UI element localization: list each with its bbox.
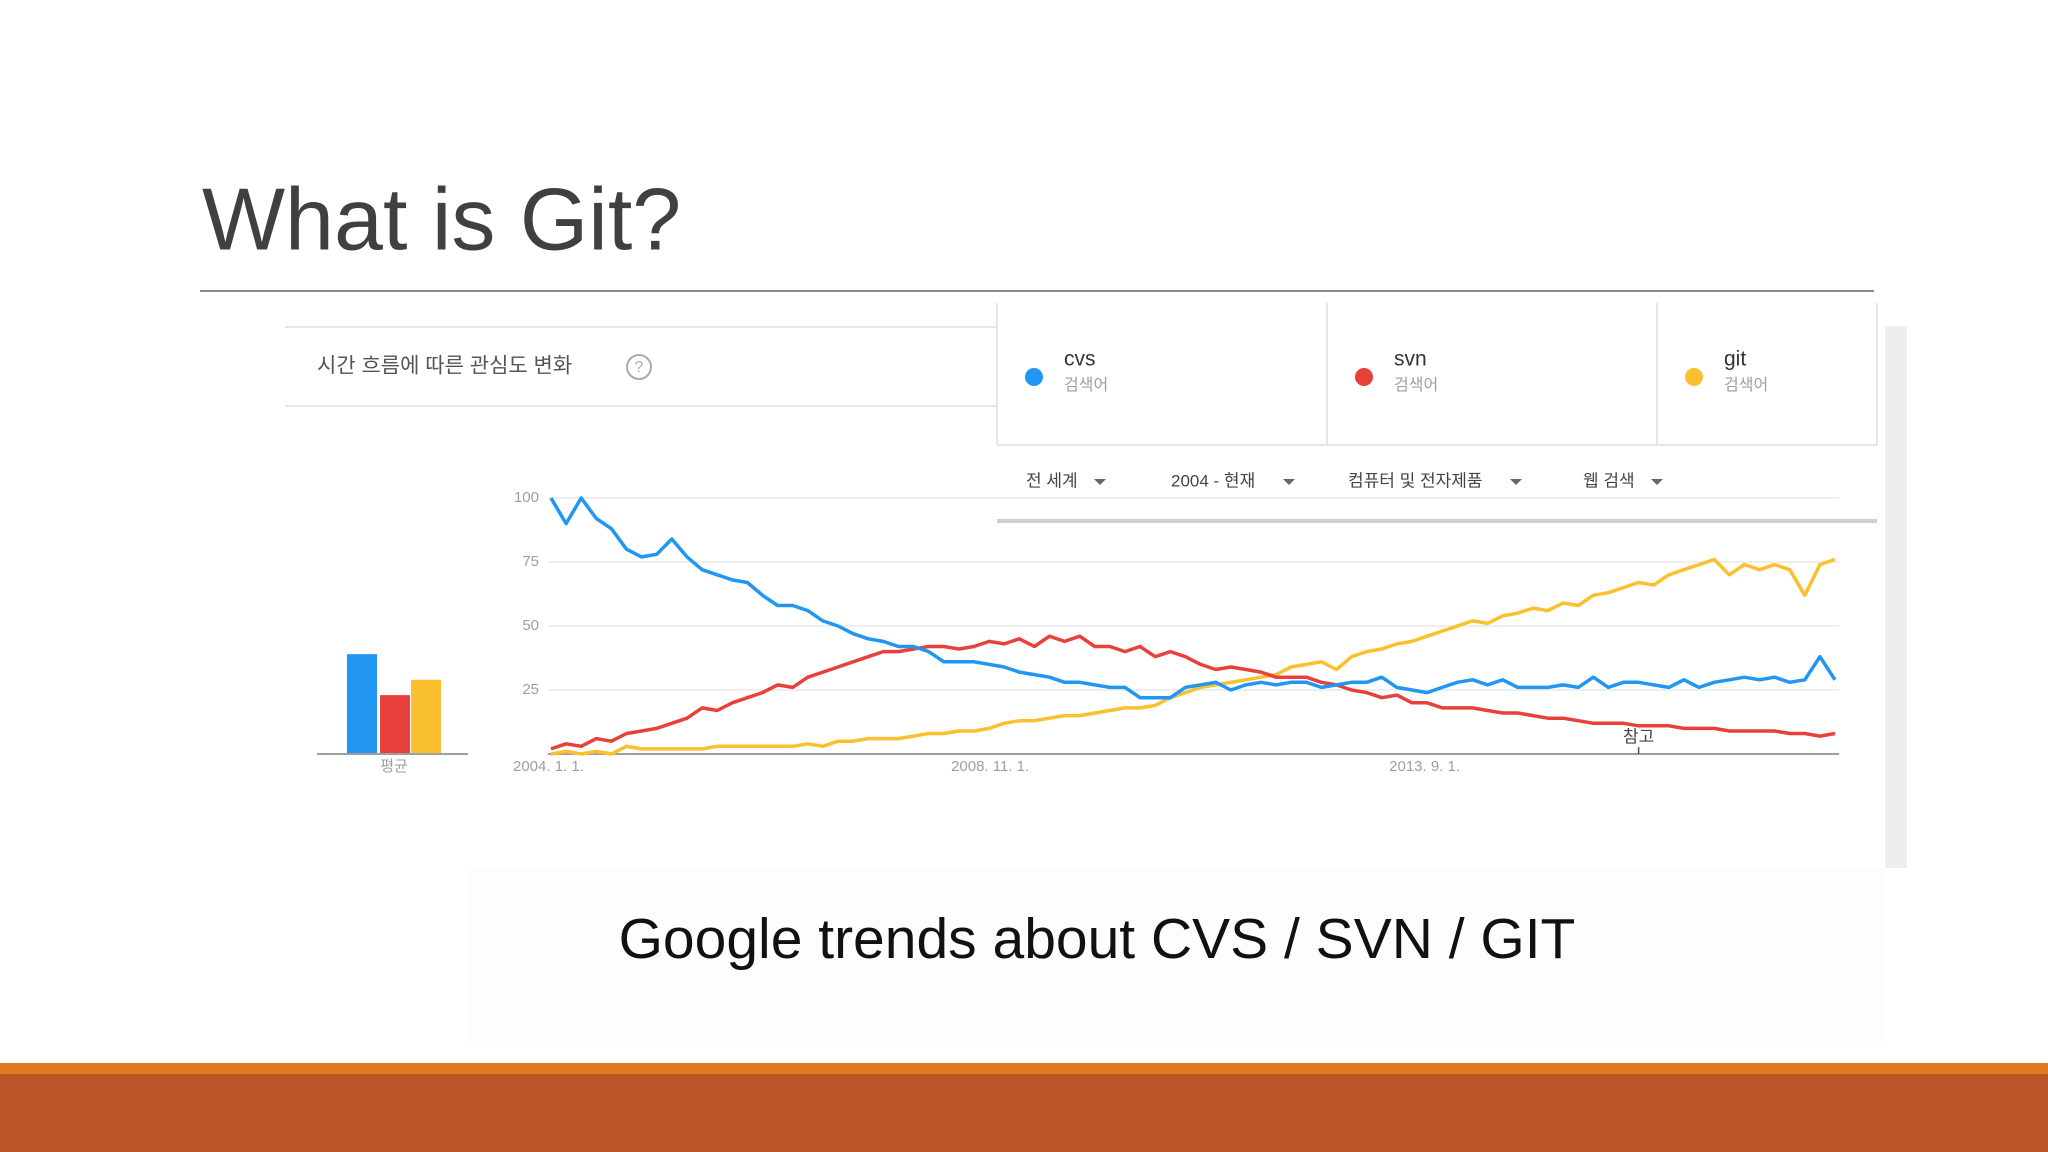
legend-dot bbox=[1685, 368, 1703, 386]
annotation: 참고 bbox=[1623, 727, 1654, 746]
y-tick-label: 25 bbox=[522, 681, 539, 698]
help-icon-glyph: ? bbox=[635, 359, 644, 376]
y-tick-label: 100 bbox=[514, 489, 539, 506]
legend-box bbox=[997, 303, 1877, 519]
average-bar bbox=[411, 679, 441, 754]
help-icon[interactable] bbox=[626, 354, 652, 380]
legend-sublabel: 검색어 bbox=[1394, 376, 1438, 394]
filter-dropdown[interactable]: 웹 검색 bbox=[1583, 471, 1635, 490]
legend-label: svn bbox=[1394, 348, 1427, 371]
x-tick-label: 2004. 1. 1. bbox=[513, 758, 584, 775]
series-line bbox=[549, 496, 1837, 700]
x-tick-label: 2013. 9. 1. bbox=[1389, 758, 1460, 775]
filters: 전 세계 2004 - 현재 컴퓨터 및 전자제품 웹 검색 bbox=[1026, 471, 1663, 490]
slide-caption: Google trends about CVS / SVN / GIT bbox=[619, 907, 1576, 971]
dropdown-arrow bbox=[1283, 479, 1295, 485]
slide-title: What is Git? bbox=[202, 169, 681, 268]
screenshot-bottom bbox=[468, 868, 1885, 1045]
legend-dot bbox=[1355, 368, 1373, 386]
plot: 25 50 75 100 2004. 1. 1. 2008. 11. 1. 2013. 9.… bbox=[317, 489, 1839, 775]
trends-screenshot: 시간 흐름에 따른 관심도 변화 ? cvs 검색어 svn 검색어 git 검색어 전 … bbox=[285, 303, 1907, 1045]
filter-dropdown[interactable]: 컴퓨터 및 전자제품 bbox=[1348, 471, 1483, 490]
panel-header: 시간 흐름에 따른 관심도 변화 bbox=[317, 355, 572, 378]
y-tick-label: 50 bbox=[522, 617, 539, 634]
scrollbar bbox=[1885, 326, 1907, 868]
legend: cvs 검색어 svn 검색어 git 검색어 bbox=[1025, 348, 1768, 394]
footer-band bbox=[0, 1074, 2048, 1152]
legend-shadow bbox=[997, 519, 1877, 523]
filter-dropdown[interactable]: 2004 - 현재 bbox=[1171, 471, 1255, 490]
footer-stripe bbox=[0, 1063, 2048, 1074]
filter-dropdown[interactable]: 전 세계 bbox=[1026, 471, 1078, 490]
series-line bbox=[550, 634, 1836, 751]
legend-label: cvs bbox=[1064, 348, 1096, 371]
dropdown-arrow bbox=[1094, 479, 1106, 485]
legend-sublabel: 검색어 bbox=[1064, 376, 1108, 394]
dropdown-arrow bbox=[1651, 479, 1663, 485]
dropdown-arrow bbox=[1510, 479, 1522, 485]
average-bar bbox=[347, 654, 377, 754]
y-tick-label: 75 bbox=[522, 553, 539, 570]
average-bar bbox=[380, 695, 410, 754]
legend-sublabel: 검색어 bbox=[1724, 376, 1768, 394]
legend-dot bbox=[1025, 368, 1043, 386]
series-line bbox=[550, 557, 1836, 756]
average-label: 평균 bbox=[380, 758, 408, 775]
x-tick-label: 2008. 11. 1. bbox=[951, 758, 1029, 775]
legend-label: git bbox=[1724, 348, 1746, 371]
